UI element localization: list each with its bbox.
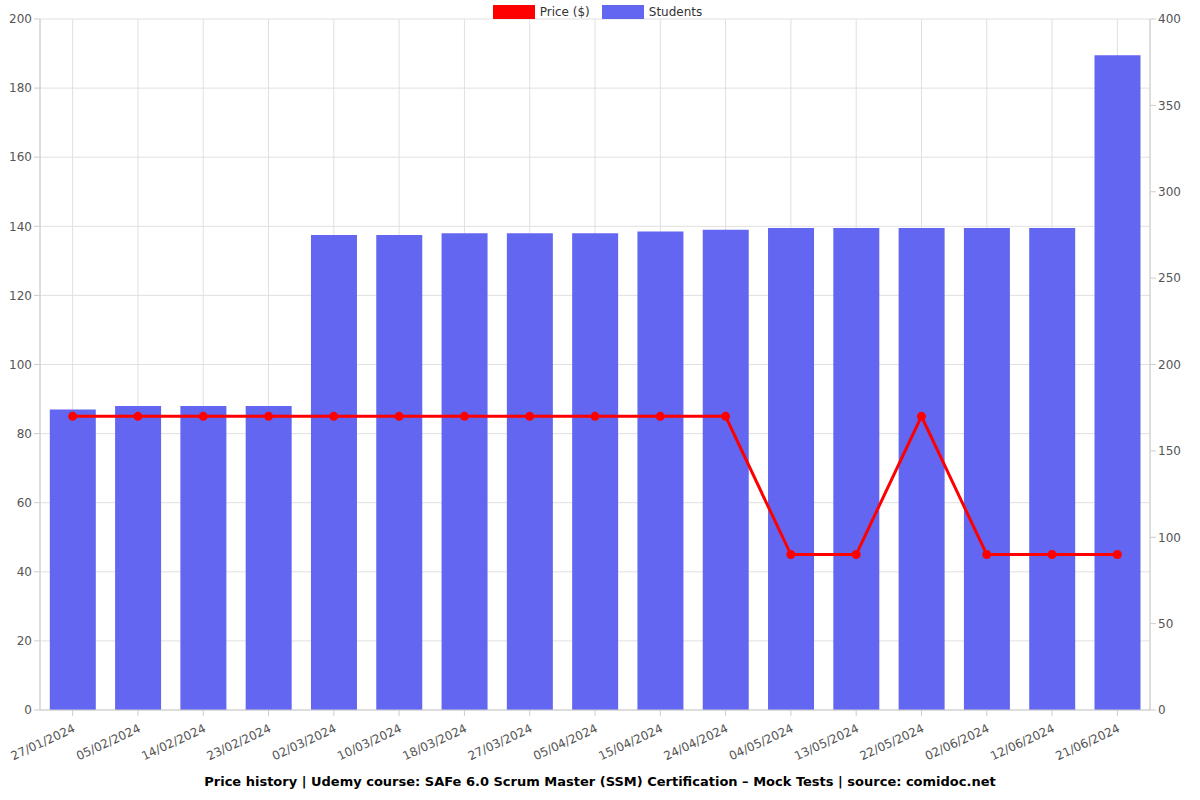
svg-text:04/05/2024: 04/05/2024 [727, 721, 796, 763]
svg-text:80: 80 [17, 427, 32, 441]
svg-text:02/03/2024: 02/03/2024 [270, 721, 339, 763]
svg-text:05/02/2024: 05/02/2024 [74, 721, 143, 763]
svg-text:10/03/2024: 10/03/2024 [335, 721, 404, 763]
svg-text:02/06/2024: 02/06/2024 [923, 721, 992, 763]
svg-text:14/02/2024: 14/02/2024 [139, 721, 208, 763]
svg-text:27/01/2024: 27/01/2024 [9, 721, 78, 763]
svg-text:20: 20 [17, 634, 32, 648]
svg-text:100: 100 [1158, 531, 1181, 545]
svg-text:140: 140 [9, 220, 32, 234]
svg-text:150: 150 [1158, 444, 1181, 458]
svg-text:40: 40 [17, 565, 32, 579]
svg-text:350: 350 [1158, 99, 1181, 113]
svg-text:300: 300 [1158, 185, 1181, 199]
html-text:Students: Students [648, 5, 703, 19]
svg-text:180: 180 [9, 81, 32, 95]
svg-text:13/05/2024: 13/05/2024 [792, 721, 861, 763]
svg-text:50: 50 [1158, 617, 1173, 631]
svg-text:0: 0 [1158, 703, 1166, 717]
svg-text:27/03/2024: 27/03/2024 [466, 721, 535, 763]
html-text:Price history | Udemy course:: Price history | Udemy course: SAFe 6.0 S… [204, 774, 996, 789]
svg-text:23/02/2024: 23/02/2024 [205, 721, 274, 763]
svg-text:160: 160 [9, 150, 32, 164]
svg-text:0: 0 [24, 703, 32, 717]
svg-text:05/04/2024: 05/04/2024 [531, 721, 600, 763]
svg-text:22/05/2024: 22/05/2024 [858, 721, 927, 763]
svg-text:200: 200 [9, 12, 32, 26]
svg-text:100: 100 [9, 358, 32, 372]
svg-text:400: 400 [1158, 12, 1181, 26]
svg-text:21/06/2024: 21/06/2024 [1053, 721, 1122, 763]
svg-text:15/04/2024: 15/04/2024 [596, 721, 665, 763]
svg-text:24/04/2024: 24/04/2024 [662, 721, 731, 763]
html-text:Price ($): Price ($) [539, 5, 590, 19]
svg-text:18/03/2024: 18/03/2024 [400, 721, 469, 763]
svg-text:12/06/2024: 12/06/2024 [988, 721, 1057, 763]
svg-text:60: 60 [17, 496, 32, 510]
svg-text:250: 250 [1158, 271, 1181, 285]
svg-text:120: 120 [9, 289, 32, 303]
svg-text:200: 200 [1158, 358, 1181, 372]
